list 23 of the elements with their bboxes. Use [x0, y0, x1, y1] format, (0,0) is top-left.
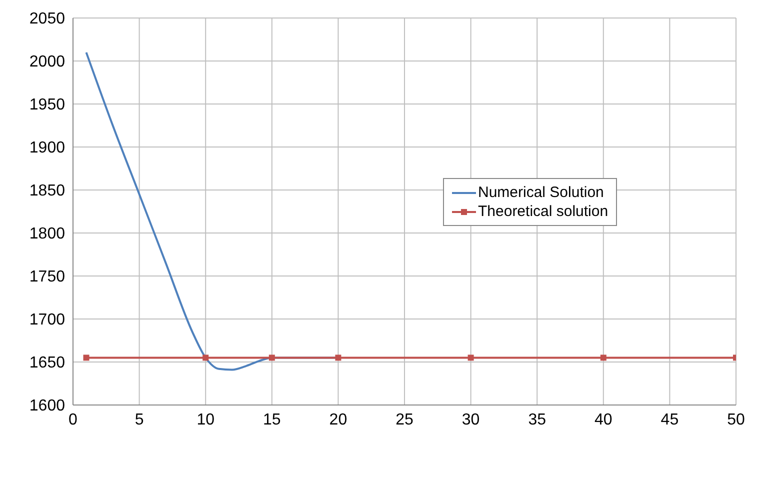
x-tick-label: 35: [528, 411, 546, 428]
x-tick-label: 0: [68, 411, 78, 428]
x-tick-label: 50: [727, 411, 745, 428]
y-tick-label: 1650: [29, 354, 66, 372]
x-tick-label: 25: [396, 411, 414, 428]
x-tick-label: 15: [263, 411, 281, 428]
x-tick-label: 10: [196, 411, 215, 428]
x-tick-label: 45: [660, 411, 679, 428]
legend-label: Theoretical solution: [478, 203, 608, 220]
x-tick-label: 20: [329, 411, 348, 428]
x-tick-label: 30: [462, 411, 480, 428]
y-tick-label: 1800: [29, 226, 66, 243]
y-tick-label: 2000: [29, 54, 66, 71]
legend-label: Numerical Solution: [478, 184, 604, 201]
y-tick-label: 1750: [29, 268, 66, 286]
y-tick-label: 1900: [29, 140, 66, 157]
y-tick-label: 1700: [29, 312, 66, 329]
x-tick-label: 40: [594, 411, 612, 428]
y-tick-label: 1850: [29, 182, 66, 200]
y-tick-label: 2050: [29, 10, 66, 28]
x-tick-label: 5: [134, 411, 144, 428]
y-tick-label: 1600: [29, 398, 66, 415]
y-tick-label: 1950: [29, 96, 66, 114]
